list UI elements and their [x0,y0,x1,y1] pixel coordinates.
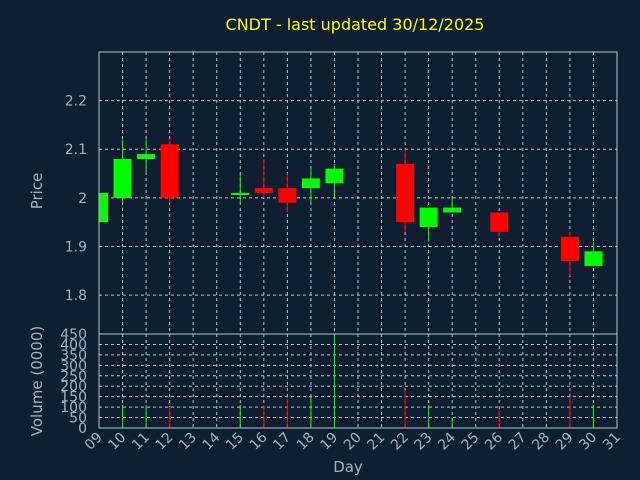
volume-bars [98,336,594,428]
price-y-axis-label: Price [28,173,46,210]
candle-body [419,207,438,228]
volume-y-tick-label: 50 [69,411,87,427]
candles [98,139,603,276]
volume-grid [99,334,617,428]
x-tick-label: 23 [412,430,436,454]
x-tick-label: 12 [153,430,177,454]
volume-y-tick-label: 150 [60,390,87,406]
x-tick-label: 24 [435,429,459,453]
x-tick-label: 16 [247,429,271,453]
chart-title: CNDT - last updated 30/12/2025 [226,15,485,34]
volume-frame [98,333,618,429]
x-tick-label: 11 [129,430,153,454]
candle-body [278,188,297,203]
candle-body [160,144,179,198]
volume-y-tick-label: 250 [60,369,87,385]
price-y-tick-label: 2 [78,191,87,207]
candle-body [99,193,108,223]
x-tick-label: 19 [317,430,341,454]
candle-body [254,188,273,193]
price-panel: 1.8 1.9 2 2.1 2.2 Price [28,51,618,335]
x-axis-label: Day [333,458,363,476]
price-y-ticks: 1.8 1.9 2 2.1 2.2 [65,94,87,304]
candle-body [584,251,603,266]
volume-y-axis-label: Volume (0000) [28,326,46,436]
x-tick-label: 30 [576,430,600,454]
x-tick-label: 10 [105,430,129,454]
candle-body [137,154,156,159]
x-tick-label: 26 [482,429,506,453]
volume-y-tick-label: 450 [60,327,87,343]
price-y-tick-label: 1.9 [65,239,87,255]
x-tick-label: 28 [529,430,553,454]
volume-y-tick-label: 300 [60,358,87,374]
volume-y-tick-label: 350 [60,348,87,364]
volume-y-tick-label: 100 [60,400,87,416]
price-y-tick-label: 2.2 [65,94,87,110]
candle-body [231,193,250,195]
x-tick-label: 13 [176,430,200,454]
candle-body [301,178,320,189]
candle-body [490,212,509,232]
candle-body [113,158,132,198]
x-tick-label: 15 [223,430,247,454]
x-tick-label: 29 [553,430,577,454]
volume-y-tick-label: 200 [60,379,87,395]
x-tick-label: 22 [388,430,412,454]
x-tick-label: 17 [270,430,294,454]
price-y-tick-label: 1.8 [65,288,87,304]
candle-body [560,236,579,262]
price-grid [99,52,617,334]
volume-y-tick-label: 400 [60,337,87,353]
x-tick-label: 18 [294,430,318,454]
candle-body [396,163,415,223]
x-axis-ticks: 09 10 11 12 13 14 15 16 17 18 19 20 21 22 23 24 25 26 27 28… [82,429,624,453]
candle-body [443,207,462,213]
x-tick-label: 31 [600,430,624,454]
x-tick-label: 27 [506,430,530,454]
x-tick-label: 21 [364,430,388,454]
x-tick-label: 25 [459,430,483,454]
volume-y-tick-label: 0 [78,421,87,437]
price-y-tick-label: 2.1 [65,142,87,158]
candle-body [325,168,344,184]
x-tick-label: 14 [200,429,224,453]
x-tick-label: 20 [341,430,365,454]
